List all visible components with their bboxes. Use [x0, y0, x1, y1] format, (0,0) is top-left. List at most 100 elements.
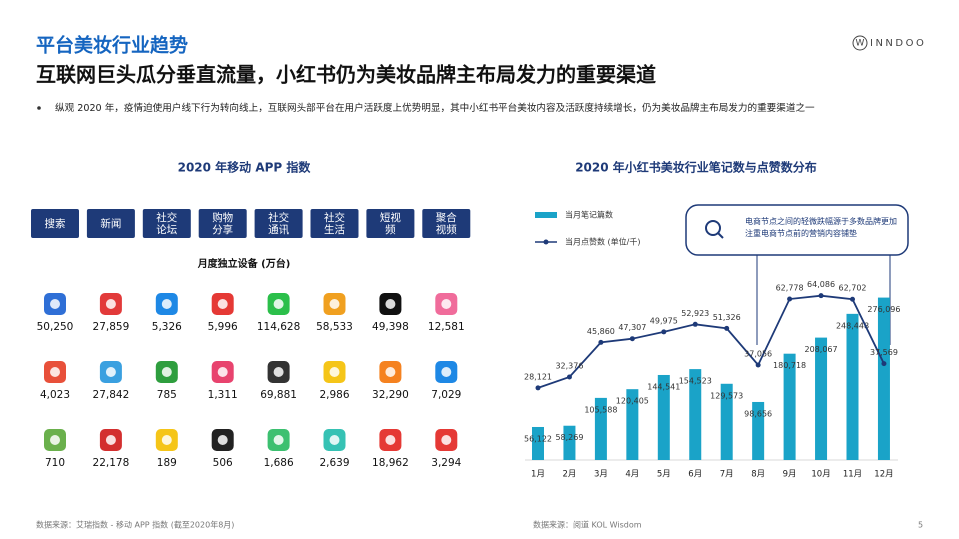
- category-button: [142, 209, 191, 238]
- callout-icon: [705, 220, 721, 236]
- line-value-label: 37,056: [744, 349, 772, 358]
- bar-value-label: 120,405: [616, 397, 649, 406]
- category-label: 购物分享: [212, 211, 234, 236]
- app-icon-glyph: [105, 367, 116, 377]
- bar: [815, 337, 828, 460]
- device-count: 2,986: [319, 389, 349, 401]
- line-point: [692, 321, 698, 327]
- x-tick-label: 9月: [783, 470, 797, 480]
- line-point: [629, 336, 635, 342]
- category-label-box: 聚合视频: [436, 212, 457, 236]
- x-tick-label: 5月: [657, 470, 671, 480]
- app-icon-glyph: [217, 435, 228, 445]
- device-count: 69,881: [260, 389, 297, 401]
- line-value-label: 62,778: [776, 284, 804, 293]
- slide-title: 平台美妆行业趋势: [36, 34, 188, 57]
- bar: [689, 369, 702, 460]
- device-count: 3,294: [431, 457, 461, 469]
- app-icon-glyph: [329, 435, 340, 445]
- app-icon-glyph: [385, 367, 396, 377]
- line-point: [566, 374, 572, 380]
- line-point: [787, 296, 793, 302]
- category-label-box: 新闻: [100, 218, 121, 230]
- device-count: 2,639: [319, 457, 349, 469]
- category-label-box: 购物分享: [212, 211, 234, 236]
- device-count: 22,178: [93, 457, 130, 469]
- app-icon-glyph: [273, 299, 284, 309]
- logo-circle: [852, 35, 868, 51]
- bar-value-label: 129,573: [710, 391, 743, 400]
- app-icon-glyph: [161, 435, 172, 445]
- app-icon-glyph: [441, 435, 452, 445]
- logo-text: INNDOO: [870, 38, 926, 49]
- category-button: [310, 209, 359, 238]
- app-icon-glyph: [441, 299, 452, 309]
- x-tick-label: 2月: [562, 470, 576, 480]
- category-label: 社交生活: [324, 211, 345, 236]
- category-label: 社交论坛: [156, 211, 178, 236]
- callout-icon: [717, 232, 724, 239]
- app-icon-glyph: [161, 299, 172, 309]
- device-count: 7,029: [431, 389, 461, 401]
- category-button: [254, 209, 303, 238]
- callout-text: 电商节点之间的轻微跌幅源于多数品牌更加注重电商节点前的营销内容铺垫: [745, 217, 897, 238]
- app-icon-glyph: [273, 367, 284, 377]
- bar: [783, 353, 796, 460]
- app-icon-glyph: [329, 367, 340, 377]
- x-tick-label: 12月: [874, 470, 893, 480]
- legend-label: 当月点赞数 (单位/千): [565, 237, 640, 247]
- bar: [752, 401, 765, 460]
- device-count: 785: [157, 389, 177, 401]
- line-point: [535, 385, 541, 391]
- device-count: 114,628: [257, 321, 300, 333]
- line-value-label: 62,702: [839, 284, 867, 293]
- x-tick-label: 4月: [625, 470, 639, 480]
- line-value-label: 51,326: [713, 313, 741, 322]
- category-button: [86, 209, 135, 238]
- bar-value-label: 56,122: [524, 434, 552, 443]
- x-tick-label: 1月: [531, 470, 545, 480]
- line-point: [850, 296, 855, 302]
- device-count: 710: [45, 457, 65, 469]
- device-count: 189: [157, 457, 177, 469]
- app-icon-glyph: [217, 367, 228, 377]
- app-icon-glyph: [385, 299, 396, 309]
- bar: [720, 383, 733, 460]
- legend-swatch: [535, 212, 557, 218]
- app-icon-glyph: [217, 299, 228, 309]
- category-button: [31, 209, 79, 238]
- line-point: [818, 293, 824, 299]
- device-count: 4,023: [40, 389, 70, 401]
- bar-value-label: 248,448: [836, 321, 869, 330]
- app-icon-glyph: [161, 367, 172, 377]
- callout-box: [685, 204, 909, 256]
- x-tick-label: 7月: [720, 470, 734, 480]
- device-count: 5,996: [208, 321, 238, 333]
- app-icon-glyph: [273, 435, 284, 445]
- bar: [846, 313, 859, 460]
- x-tick-label: 10月: [811, 470, 830, 480]
- app-icon-glyph: [441, 367, 452, 377]
- page-number: 5: [918, 521, 923, 530]
- device-count: 58,533: [316, 321, 353, 333]
- line-value-label: 64,086: [807, 280, 835, 289]
- bar-value-label: 154,523: [679, 377, 712, 386]
- legend-swatch: [543, 239, 549, 245]
- device-count: 32,290: [372, 389, 409, 401]
- bar: [657, 374, 670, 460]
- line-point: [598, 339, 604, 345]
- bar-value-label: 144,541: [647, 382, 680, 391]
- bar-value-label: 105,588: [584, 405, 617, 414]
- bar-value-label: 208,067: [805, 345, 838, 354]
- app-icon-glyph: [105, 435, 116, 445]
- x-tick-label: 3月: [594, 470, 608, 480]
- app-icon-glyph: [385, 435, 396, 445]
- app-icon-glyph: [50, 367, 60, 377]
- app-icon-glyph: [50, 299, 60, 309]
- bar-value-label: 98,656: [744, 409, 772, 418]
- bar-value-label: 180,718: [773, 361, 806, 370]
- device-count: 49,398: [372, 321, 409, 333]
- device-count: 27,859: [93, 321, 130, 333]
